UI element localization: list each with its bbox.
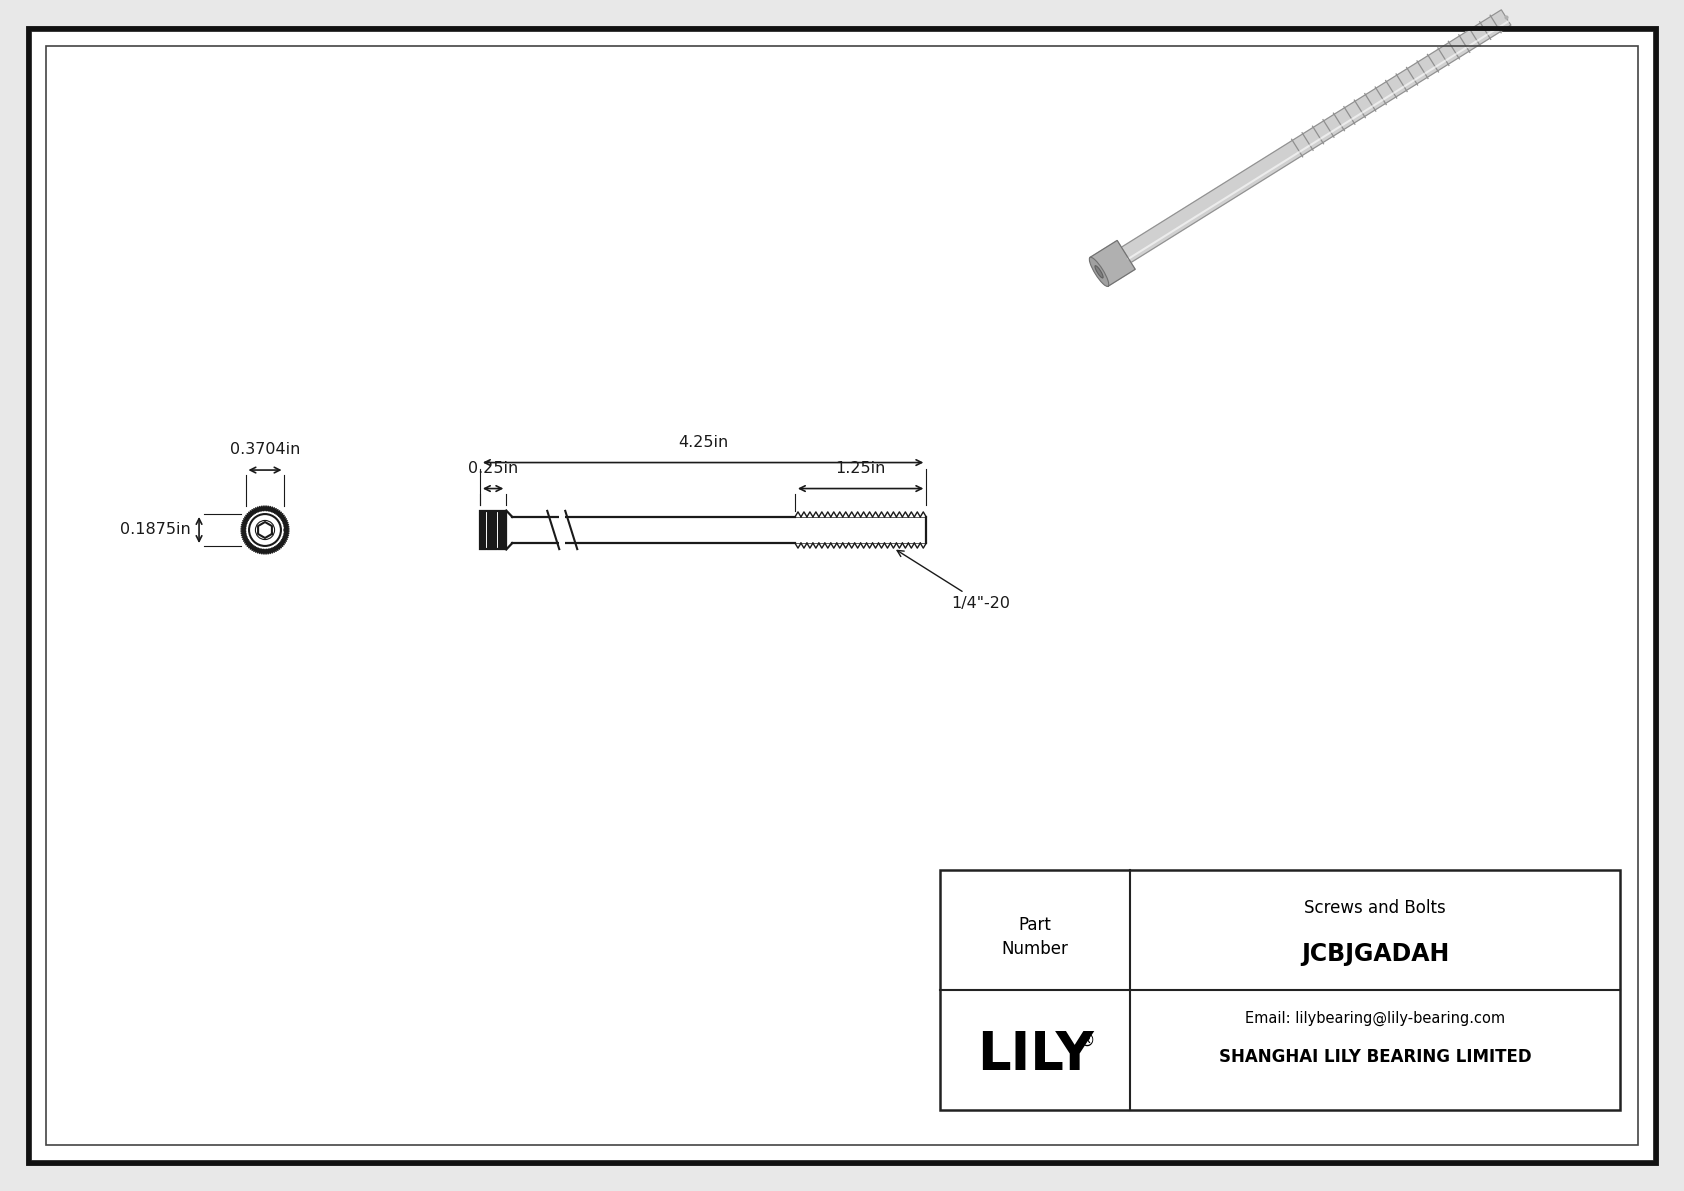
- Text: 1/4"-20: 1/4"-20: [898, 550, 1010, 611]
- Text: 0.25in: 0.25in: [468, 461, 519, 475]
- Polygon shape: [241, 506, 290, 554]
- Text: LILY: LILY: [977, 1029, 1093, 1080]
- Text: 1.25in: 1.25in: [835, 461, 886, 475]
- Text: 0.3704in: 0.3704in: [229, 442, 300, 457]
- Text: 0.1875in: 0.1875in: [120, 523, 190, 537]
- Bar: [559, 505, 566, 555]
- Ellipse shape: [1090, 257, 1108, 286]
- Polygon shape: [1090, 241, 1135, 286]
- Circle shape: [249, 515, 281, 545]
- Text: ®: ®: [1079, 1031, 1096, 1049]
- Bar: [940, 869, 1620, 1110]
- Text: Email: lilybearing@lily-bearing.com: Email: lilybearing@lily-bearing.com: [1244, 1011, 1505, 1027]
- Polygon shape: [258, 522, 271, 538]
- Bar: [480, 511, 507, 549]
- Polygon shape: [1122, 10, 1511, 262]
- Text: Screws and Bolts: Screws and Bolts: [1305, 899, 1447, 917]
- Text: Part
Number: Part Number: [1002, 916, 1069, 958]
- Text: JCBJGADAH: JCBJGADAH: [1302, 942, 1450, 966]
- Ellipse shape: [1095, 266, 1103, 278]
- Text: SHANGHAI LILY BEARING LIMITED: SHANGHAI LILY BEARING LIMITED: [1219, 1048, 1531, 1066]
- Text: 4.25in: 4.25in: [679, 435, 727, 449]
